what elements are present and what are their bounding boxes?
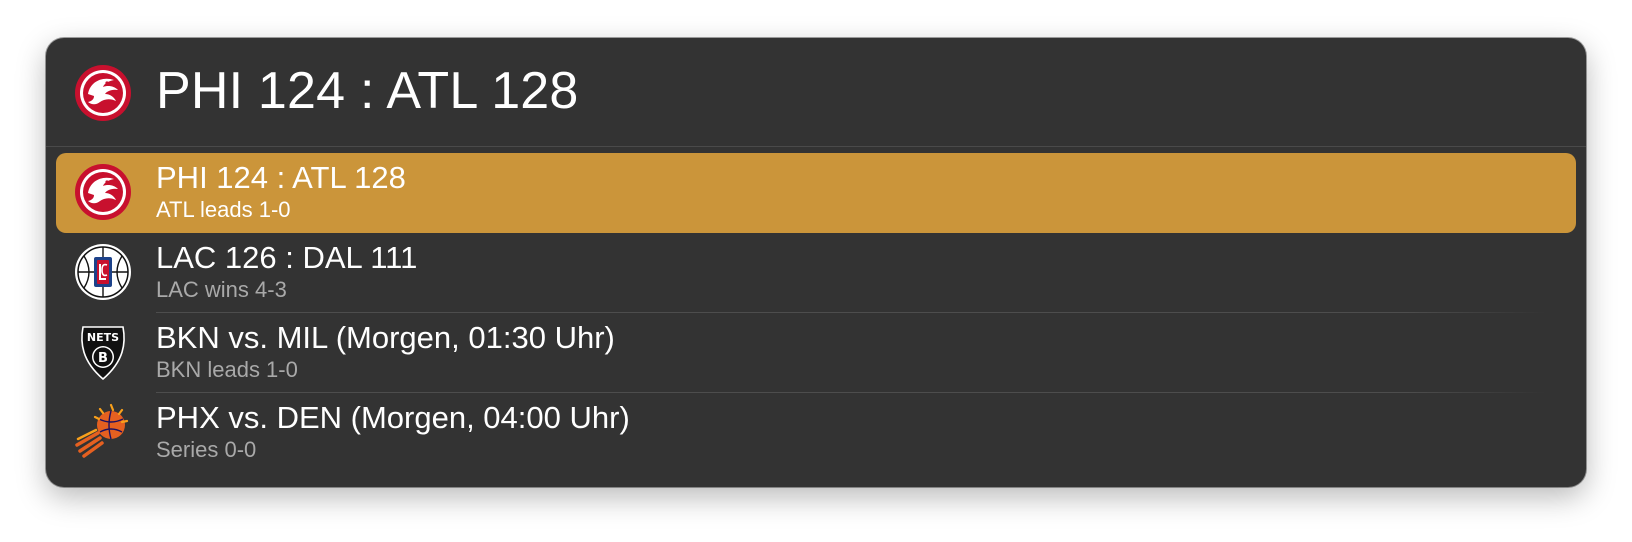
nets-logo-letter: B [98, 351, 108, 366]
suns-logo-icon [75, 403, 129, 458]
result-title: PHI 124 : ATL 128 [156, 160, 406, 195]
result-title: PHX vs. DEN (Morgen, 04:00 Uhr) [156, 400, 630, 435]
result-item-phi-atl[interactable]: PHI 124 : ATL 128 ATL leads 1-0 [56, 153, 1576, 233]
hawks-logo-icon [75, 164, 131, 220]
nets-logo-icon: NETS B [81, 326, 125, 381]
result-item-phx-den[interactable]: PHX vs. DEN (Morgen, 04:00 Uhr) Series 0… [56, 393, 1576, 473]
result-item-bkn-mil[interactable]: NETS B BKN vs. MIL (Morgen, 01:30 Uhr) B… [56, 313, 1576, 393]
result-subtitle: LAC wins 4-3 [156, 277, 287, 302]
alfred-window: PHI 124 : ATL 128 PHI 124 : ATL 128 ATL … [46, 38, 1586, 487]
row-divider [156, 312, 1546, 313]
result-title: LAC 126 : DAL 111 [156, 240, 418, 275]
result-subtitle: ATL leads 1-0 [156, 197, 291, 222]
hawks-logo-icon [75, 65, 131, 121]
nets-logo-text: NETS [87, 331, 119, 344]
result-subtitle: Series 0-0 [156, 437, 257, 462]
search-bar[interactable]: PHI 124 : ATL 128 [46, 38, 1586, 147]
row-divider [156, 392, 1546, 393]
result-title: BKN vs. MIL (Morgen, 01:30 Uhr) [156, 320, 615, 355]
result-subtitle: BKN leads 1-0 [156, 357, 298, 382]
clippers-logo-icon [75, 244, 131, 300]
search-input[interactable]: PHI 124 : ATL 128 [156, 62, 579, 120]
result-item-lac-dal[interactable]: LAC 126 : DAL 111 LAC wins 4-3 [56, 233, 1576, 313]
